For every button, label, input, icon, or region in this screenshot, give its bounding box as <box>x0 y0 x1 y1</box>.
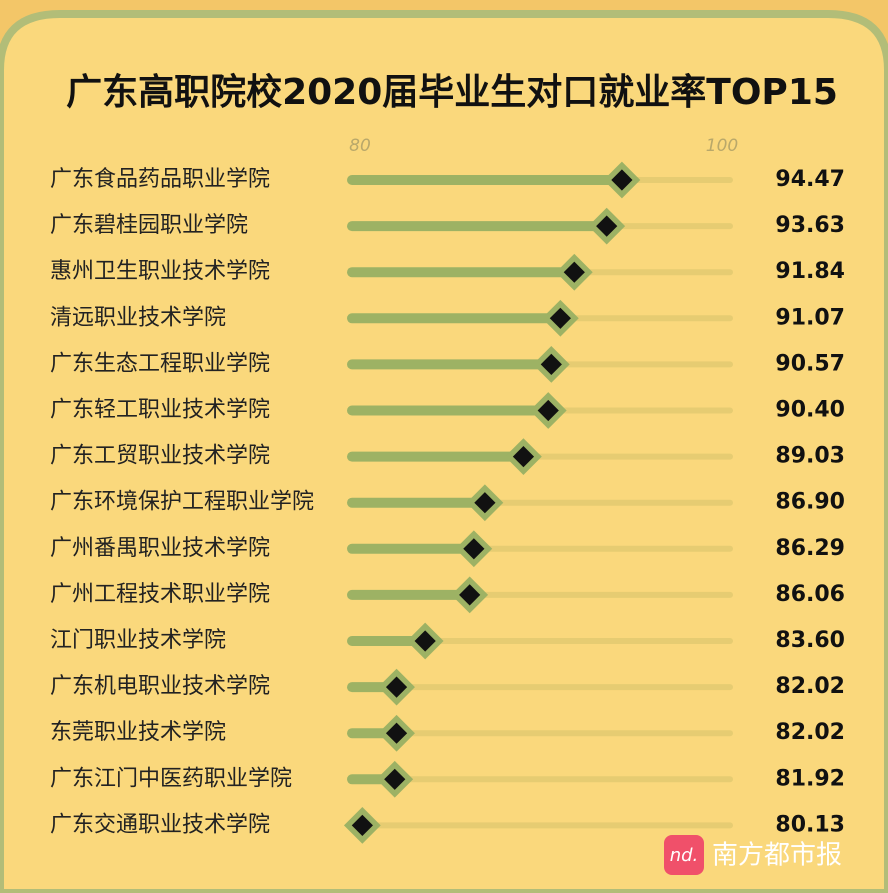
category-label: 广东环境保护工程职业学院 <box>50 490 314 515</box>
value-label: 86.29 <box>775 536 845 561</box>
value-label: 94.47 <box>775 167 845 192</box>
value-label: 89.03 <box>775 444 845 469</box>
marker <box>537 399 559 422</box>
marker <box>512 445 535 468</box>
logo-box <box>664 835 704 875</box>
category-label: 广东交通职业技术学院 <box>50 812 270 837</box>
marker <box>414 630 436 652</box>
category-label: 惠州卫生职业技术学院 <box>50 259 270 284</box>
category-label: 广东轻工职业技术学院 <box>50 398 270 423</box>
category-label: 广东食品药品职业学院 <box>50 167 270 192</box>
x-tick-label: 80 <box>349 136 371 156</box>
value-label: 82.02 <box>775 720 845 745</box>
category-label: 广州番禺职业技术学院 <box>50 536 270 561</box>
value-label: 81.92 <box>775 766 845 791</box>
marker <box>385 676 408 698</box>
category-label: 广州工程技术职业学院 <box>50 582 270 607</box>
value-label: 83.60 <box>775 628 845 653</box>
watermark-text: 南方都市报 <box>712 841 842 871</box>
value-label: 86.90 <box>775 490 845 515</box>
x-tick-label: 100 <box>706 136 738 156</box>
value-label: 80.13 <box>775 812 845 837</box>
value-label: 91.84 <box>775 259 845 284</box>
value-label: 90.57 <box>775 351 845 376</box>
category-label: 江门职业技术学院 <box>50 628 226 653</box>
marker <box>563 261 585 283</box>
watermark: nd. 南方都市报 <box>664 835 842 875</box>
category-label: 广东碧桂园职业学院 <box>50 213 248 238</box>
value-label: 82.02 <box>775 674 845 699</box>
value-label: 93.63 <box>775 213 845 238</box>
marker <box>611 169 633 191</box>
category-label: 广东工贸职业技术学院 <box>50 444 270 469</box>
marker <box>596 215 618 237</box>
category-label: 广东生态工程职业学院 <box>50 351 270 376</box>
marker <box>385 722 408 744</box>
category-label: 广东江门中医药职业学院 <box>50 766 292 791</box>
value-label: 91.07 <box>775 305 845 330</box>
marker <box>384 768 406 790</box>
marker <box>549 307 571 329</box>
logo-text: nd. <box>670 845 699 866</box>
value-label: 86.06 <box>775 582 845 607</box>
category-label: 广东机电职业技术学院 <box>50 674 270 699</box>
category-label: 清远职业技术学院 <box>50 305 226 330</box>
marker <box>540 353 562 376</box>
marker <box>459 584 481 606</box>
marker <box>351 814 373 837</box>
category-label: 东莞职业技术学院 <box>50 720 226 745</box>
chart-title: 广东高职院校2020届毕业生对口就业率TOP15 <box>66 72 838 113</box>
marker <box>463 538 485 560</box>
value-label: 90.40 <box>775 398 845 423</box>
